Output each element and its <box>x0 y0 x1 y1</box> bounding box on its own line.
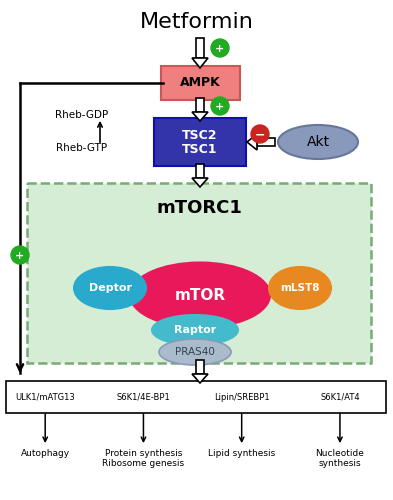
Text: Nucleotide
synthesis: Nucleotide synthesis <box>316 449 364 468</box>
Text: mTOR: mTOR <box>174 288 226 302</box>
Polygon shape <box>192 58 208 68</box>
Text: S6K1/AT4: S6K1/AT4 <box>320 392 360 402</box>
FancyBboxPatch shape <box>6 381 386 413</box>
Circle shape <box>251 125 269 143</box>
Circle shape <box>211 97 229 115</box>
Polygon shape <box>196 164 204 178</box>
FancyBboxPatch shape <box>27 183 371 363</box>
Text: TSC2: TSC2 <box>182 129 218 142</box>
Polygon shape <box>192 112 208 121</box>
FancyBboxPatch shape <box>154 118 246 166</box>
Text: Deptor: Deptor <box>88 283 132 293</box>
Ellipse shape <box>159 339 231 365</box>
Text: PRAS40: PRAS40 <box>175 347 215 357</box>
Circle shape <box>211 39 229 57</box>
Polygon shape <box>257 138 275 146</box>
Text: S6K1/4E-BP1: S6K1/4E-BP1 <box>117 392 170 402</box>
Text: Akt: Akt <box>307 135 330 149</box>
Polygon shape <box>192 374 208 383</box>
Text: Protein synthesis
Ribosome genesis: Protein synthesis Ribosome genesis <box>103 449 184 468</box>
Polygon shape <box>247 134 257 150</box>
Text: Autophagy: Autophagy <box>21 449 70 458</box>
Polygon shape <box>196 38 204 58</box>
Text: +: + <box>215 44 225 54</box>
Ellipse shape <box>278 125 358 159</box>
Polygon shape <box>196 98 204 112</box>
Ellipse shape <box>74 267 146 309</box>
Text: TSC1: TSC1 <box>182 144 218 156</box>
Circle shape <box>11 246 29 264</box>
Text: Rheb-GDP: Rheb-GDP <box>55 110 108 120</box>
Text: ULK1/mATG13: ULK1/mATG13 <box>15 392 75 402</box>
Ellipse shape <box>152 315 238 345</box>
Text: AMPK: AMPK <box>180 76 221 90</box>
Text: mTORC1: mTORC1 <box>156 199 242 217</box>
Text: Lipid synthesis: Lipid synthesis <box>208 449 275 458</box>
Text: mLST8: mLST8 <box>280 283 320 293</box>
Polygon shape <box>192 178 208 187</box>
Text: −: − <box>255 128 265 141</box>
Text: +: + <box>215 102 225 112</box>
Ellipse shape <box>130 262 270 328</box>
FancyBboxPatch shape <box>161 66 240 100</box>
Polygon shape <box>196 360 204 374</box>
Ellipse shape <box>269 267 331 309</box>
Text: +: + <box>15 251 25 261</box>
Text: Lipin/SREBP1: Lipin/SREBP1 <box>214 392 270 402</box>
Text: Rheb-GTP: Rheb-GTP <box>57 143 108 153</box>
Text: Metformin: Metformin <box>140 12 253 32</box>
Text: Raptor: Raptor <box>174 325 216 335</box>
